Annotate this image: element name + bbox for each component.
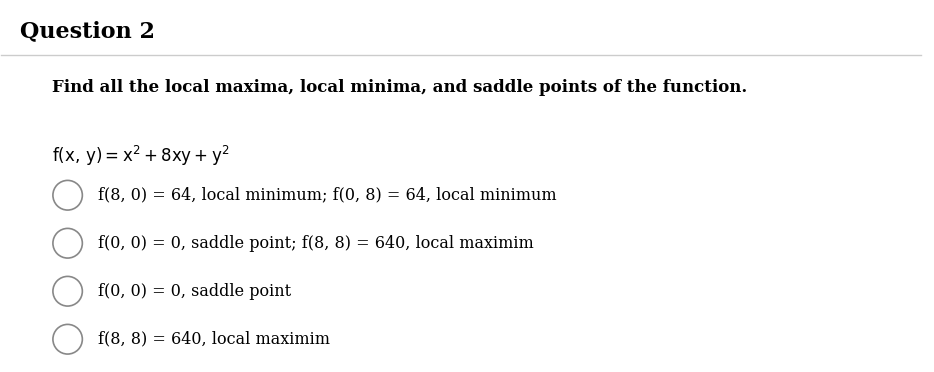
Text: f(8, 8) = 640, local maximim: f(8, 8) = 640, local maximim: [98, 331, 330, 348]
Text: Find all the local maxima, local minima, and saddle points of the function.: Find all the local maxima, local minima,…: [52, 79, 747, 96]
Text: f(0, 0) = 0, saddle point: f(0, 0) = 0, saddle point: [98, 283, 291, 300]
Text: $\mathrm{f(x,\,y) = x^2 + 8xy + y^2}$: $\mathrm{f(x,\,y) = x^2 + 8xy + y^2}$: [52, 144, 230, 168]
Text: f(0, 0) = 0, saddle point; f(8, 8) = 640, local maximim: f(0, 0) = 0, saddle point; f(8, 8) = 640…: [98, 235, 533, 252]
Text: Question 2: Question 2: [20, 20, 155, 42]
Text: f(8, 0) = 64, local minimum; f(0, 8) = 64, local minimum: f(8, 0) = 64, local minimum; f(0, 8) = 6…: [98, 187, 557, 204]
